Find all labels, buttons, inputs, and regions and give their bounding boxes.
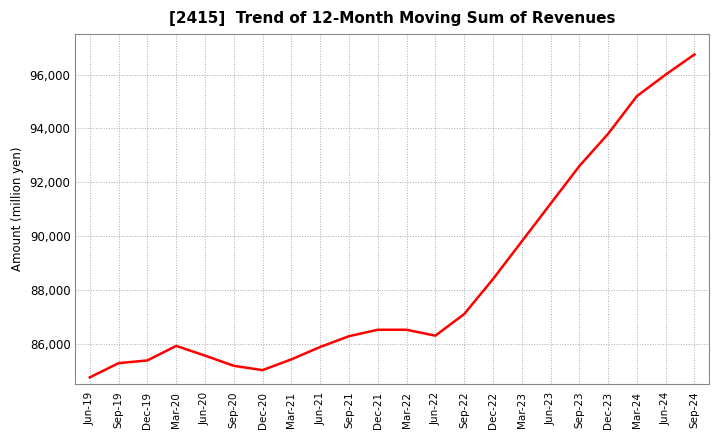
Title: [2415]  Trend of 12-Month Moving Sum of Revenues: [2415] Trend of 12-Month Moving Sum of R… bbox=[169, 11, 616, 26]
Y-axis label: Amount (million yen): Amount (million yen) bbox=[11, 147, 24, 271]
